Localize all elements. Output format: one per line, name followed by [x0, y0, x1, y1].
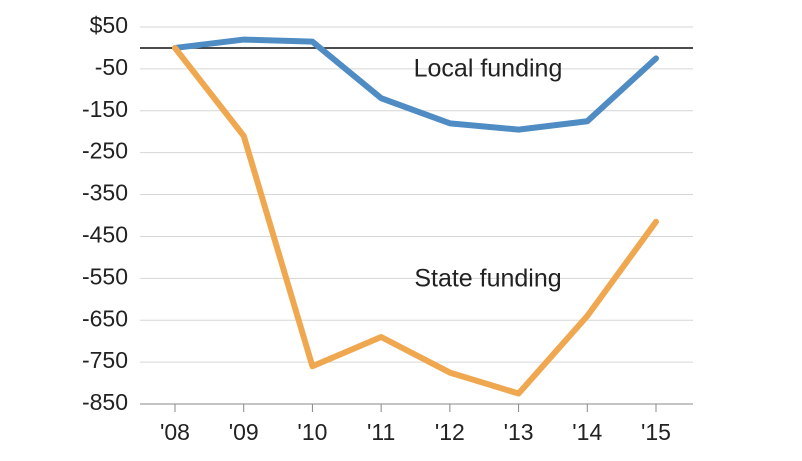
x-tick-label: '14: [572, 419, 602, 445]
x-tick-label: '10: [297, 419, 327, 445]
x-tick-label: '15: [641, 419, 671, 445]
y-tick-label: -50: [95, 54, 128, 80]
series-label: State funding: [414, 265, 561, 293]
y-tick-label: -550: [82, 263, 128, 289]
x-tick-label: '13: [504, 419, 534, 445]
x-tick-label: '12: [435, 419, 465, 445]
y-tick-label: -250: [82, 138, 128, 164]
data-line: [172, 44, 659, 397]
y-tick-label: -850: [82, 389, 128, 415]
x-tick-label: '08: [160, 419, 190, 445]
y-tick-label: $50: [90, 12, 128, 38]
series-label: Local funding: [414, 55, 563, 83]
y-tick-label: -450: [82, 222, 128, 248]
y-tick-label: -350: [82, 180, 128, 206]
x-tick-label: '09: [229, 419, 259, 445]
data-line: [172, 36, 659, 133]
y-tick-label: -750: [82, 347, 128, 373]
y-tick-label: -650: [82, 305, 128, 331]
y-tick-label: -150: [82, 96, 128, 122]
x-tick-label: '11: [367, 419, 395, 445]
